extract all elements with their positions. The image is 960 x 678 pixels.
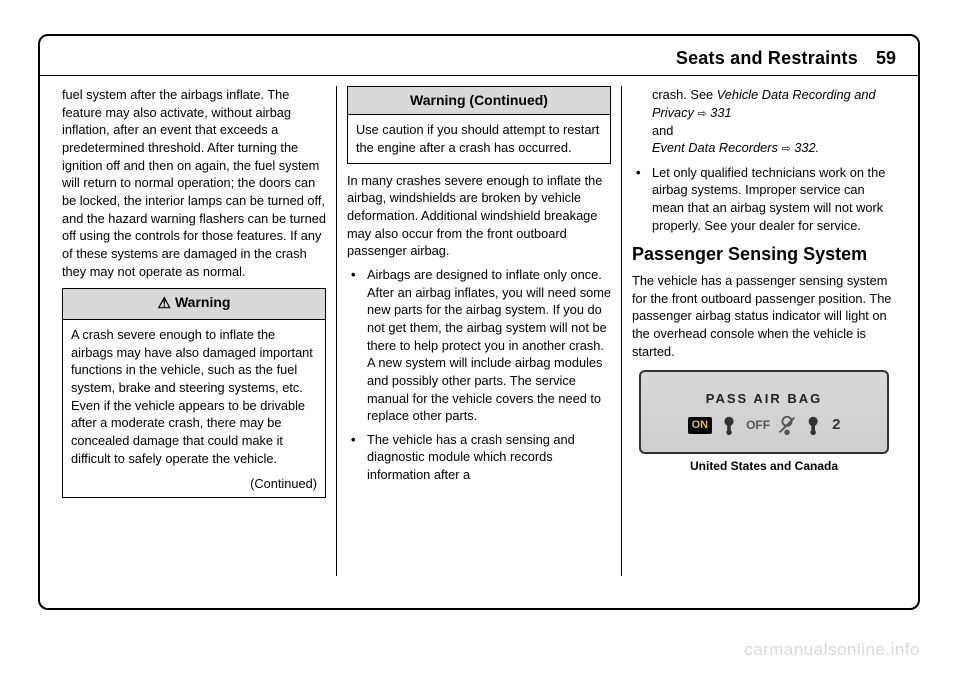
airbag-off-icon <box>776 414 798 436</box>
page-frame: Seats and Restraints 59 fuel system afte… <box>38 34 920 610</box>
warning-title-1: Warning <box>175 294 230 310</box>
warning-body-1: A crash severe enough to inflate the air… <box>63 320 325 473</box>
airbag-icon-2 <box>804 414 826 436</box>
warning-icon: ⚠ <box>158 294 171 315</box>
indicator-caption: United States and Canada <box>632 458 896 475</box>
warning-box-2: Warning (Continued) Use caution if you s… <box>347 86 611 164</box>
watermark: carmanualsonline.info <box>744 640 920 660</box>
ref-icon: ⇨ <box>698 108 707 120</box>
warning-box-1: ⚠Warning A crash severe enough to inflat… <box>62 288 326 498</box>
col3-para: The vehicle has a passenger sensing syst… <box>632 272 896 360</box>
warning-body-2: Use caution if you should attempt to res… <box>348 115 610 162</box>
col3-bullet-list: Let only qualified technicians work on t… <box>632 164 896 235</box>
col2-bullet-1: Airbags are designed to inflate only onc… <box>347 266 611 425</box>
col3-bullet-1: Let only qualified technicians work on t… <box>632 164 896 235</box>
col2-bullet-2: The vehicle has a crash sensing and diag… <box>347 431 611 484</box>
airbag-on-icon <box>718 414 740 436</box>
content-columns: fuel system after the airbags inflate. T… <box>40 76 918 586</box>
indicator-label: PASS AIR BAG <box>706 390 822 408</box>
warning-continued-label: (Continued) <box>63 473 325 497</box>
indicator-number: 2 <box>832 415 840 436</box>
ref-icon: ⇨ <box>781 143 790 155</box>
warning-header-2: Warning (Continued) <box>348 87 610 115</box>
indicator-row: ON OFF 2 <box>688 414 841 436</box>
column-3: crash. See Vehicle Data Recording and Pr… <box>622 86 896 576</box>
column-2: Warning (Continued) Use caution if you s… <box>337 86 622 576</box>
on-badge: ON <box>688 417 713 434</box>
col3-and: and <box>652 123 673 138</box>
col3-cont-pre: crash. See <box>652 87 717 102</box>
chapter-title: Seats and Restraints <box>676 48 858 69</box>
ref-page-1: 331 <box>710 105 731 120</box>
warning-header-1: ⚠Warning <box>63 289 325 320</box>
col2-para: In many crashes severe enough to inflate… <box>347 172 611 260</box>
column-1: fuel system after the airbags inflate. T… <box>62 86 337 576</box>
ref-page-2: 332. <box>794 140 819 155</box>
ref-link-2: Event Data Recorders <box>652 140 778 155</box>
page-number: 59 <box>876 48 896 69</box>
page-header: Seats and Restraints 59 <box>40 36 918 76</box>
section-heading: Passenger Sensing System <box>632 244 896 266</box>
col2-bullet-list: Airbags are designed to inflate only onc… <box>347 266 611 484</box>
col3-continuation: crash. See Vehicle Data Recording and Pr… <box>632 86 896 158</box>
warning-title-2: Warning (Continued) <box>410 92 548 108</box>
col1-intro-text: fuel system after the airbags inflate. T… <box>62 86 326 280</box>
passenger-airbag-indicator: PASS AIR BAG ON OFF 2 <box>639 370 889 454</box>
off-label: OFF <box>746 417 770 434</box>
